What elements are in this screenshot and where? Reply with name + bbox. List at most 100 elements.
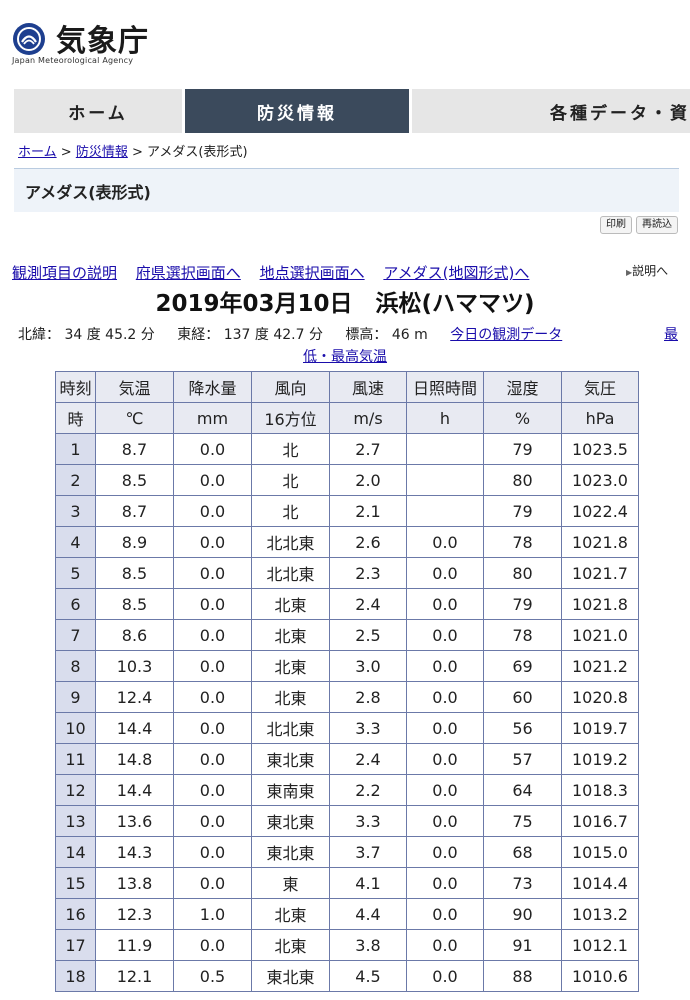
- cell-precip: 0.0: [173, 929, 252, 961]
- cell-temp: 14.4: [95, 774, 174, 806]
- cell-wind-speed: 2.4: [329, 588, 407, 620]
- cell-hour: 8: [55, 650, 96, 682]
- cell-sunshine: [406, 433, 484, 465]
- cell-temp: 8.6: [95, 619, 174, 651]
- table-row: 7 8.6 0.0 北東 2.5 0.0 78 1021.0: [55, 619, 639, 651]
- altitude: 標高： 46 m: [345, 327, 428, 343]
- cell-hour: 13: [55, 805, 96, 837]
- cell-hour: 7: [55, 619, 96, 651]
- cell-wind-speed: 2.3: [329, 557, 407, 589]
- cell-pressure: 1015.0: [561, 836, 639, 868]
- cell-hour: 16: [55, 898, 96, 930]
- unit-precip: mm: [173, 402, 252, 434]
- explain-link[interactable]: ▶説明へ: [626, 262, 668, 279]
- cell-temp: 10.3: [95, 650, 174, 682]
- cell-sunshine: 0.0: [406, 743, 484, 775]
- cell-wind-speed: 2.4: [329, 743, 407, 775]
- cell-precip: 0.0: [173, 526, 252, 558]
- unit-wind-dir: 16方位: [251, 402, 330, 434]
- link-prefecture-select[interactable]: 府県選択画面へ: [135, 264, 241, 282]
- cell-wind-dir: 北北東: [251, 526, 330, 558]
- cell-pressure: 1013.2: [561, 898, 639, 930]
- jma-logo-icon[interactable]: [12, 22, 46, 56]
- cell-sunshine: 0.0: [406, 681, 484, 713]
- table-header-row: 時刻 気温 降水量 風向 風速 日照時間 湿度 気圧: [55, 371, 639, 403]
- nav-tab-bousai[interactable]: 防災情報: [185, 89, 412, 133]
- cell-hour: 4: [55, 526, 96, 558]
- cell-wind-dir: 東: [251, 867, 330, 899]
- cell-wind-speed: 3.7: [329, 836, 407, 868]
- cell-wind-dir: 北東: [251, 681, 330, 713]
- cell-wind-dir: 北東: [251, 588, 330, 620]
- cell-humidity: 68: [483, 836, 562, 868]
- cell-precip: 0.0: [173, 681, 252, 713]
- unit-wind-speed: m/s: [329, 402, 407, 434]
- cell-humidity: 88: [483, 960, 562, 992]
- cell-sunshine: 0.0: [406, 557, 484, 589]
- cell-precip: 0.0: [173, 557, 252, 589]
- cell-sunshine: 0.0: [406, 836, 484, 868]
- cell-sunshine: [406, 464, 484, 496]
- breadcrumb-bousai-link[interactable]: 防災情報: [75, 145, 128, 160]
- cell-precip: 1.0: [173, 898, 252, 930]
- cell-pressure: 1021.7: [561, 557, 639, 589]
- table-row: 1 8.7 0.0 北 2.7 79 1023.5: [55, 433, 639, 465]
- cell-sunshine: 0.0: [406, 929, 484, 961]
- nav-tab-home[interactable]: ホーム: [14, 89, 185, 133]
- station-coordinates: 北緯： 34 度 45.2 分 東経： 137 度 42.7 分 標高： 46 …: [18, 324, 682, 344]
- cell-hour: 11: [55, 743, 96, 775]
- cell-pressure: 1021.8: [561, 526, 639, 558]
- minmax-link-part1[interactable]: 最: [664, 327, 678, 343]
- cell-humidity: 91: [483, 929, 562, 961]
- cell-humidity: 80: [483, 557, 562, 589]
- table-row: 9 12.4 0.0 北東 2.8 0.0 60 1020.8: [55, 681, 639, 713]
- table-row: 18 12.1 0.5 東北東 4.5 0.0 88 1010.6: [55, 960, 639, 992]
- cell-humidity: 73: [483, 867, 562, 899]
- cell-sunshine: 0.0: [406, 774, 484, 806]
- cell-hour: 6: [55, 588, 96, 620]
- cell-temp: 8.5: [95, 588, 174, 620]
- site-header: 気象庁 Japan Meteorological Agency: [12, 10, 312, 70]
- cell-hour: 1: [55, 433, 96, 465]
- agency-name[interactable]: 気象庁: [56, 24, 149, 59]
- cell-wind-dir: 東北東: [251, 960, 330, 992]
- cell-temp: 12.1: [95, 960, 174, 992]
- cell-humidity: 79: [483, 495, 562, 527]
- cell-humidity: 78: [483, 526, 562, 558]
- breadcrumb-home-link[interactable]: ホーム: [18, 145, 57, 160]
- link-observation-items[interactable]: 観測項目の説明: [12, 264, 118, 282]
- today-data-link[interactable]: 今日の観測データ: [450, 327, 563, 343]
- cell-wind-dir: 東北東: [251, 743, 330, 775]
- cell-wind-speed: 2.8: [329, 681, 407, 713]
- cell-wind-speed: 3.8: [329, 929, 407, 961]
- cell-precip: 0.0: [173, 712, 252, 744]
- cell-wind-speed: 2.1: [329, 495, 407, 527]
- cell-sunshine: [406, 495, 484, 527]
- cell-wind-speed: 4.4: [329, 898, 407, 930]
- cell-hour: 18: [55, 960, 96, 992]
- page-tools: 印刷 再読込: [600, 216, 678, 234]
- col-header-hour: 時刻: [55, 371, 96, 403]
- cell-temp: 12.4: [95, 681, 174, 713]
- cell-wind-speed: 2.7: [329, 433, 407, 465]
- minmax-link-part2[interactable]: 低・最高気温: [303, 349, 387, 365]
- link-station-select[interactable]: 地点選択画面へ: [259, 264, 365, 282]
- table-row: 14 14.3 0.0 東北東 3.7 0.0 68 1015.0: [55, 836, 639, 868]
- reload-button[interactable]: 再読込: [636, 216, 678, 234]
- table-row: 4 8.9 0.0 北北東 2.6 0.0 78 1021.8: [55, 526, 639, 558]
- cell-wind-dir: 北東: [251, 929, 330, 961]
- link-amedas-map[interactable]: アメダス(地図形式)へ: [383, 264, 530, 282]
- cell-precip: 0.0: [173, 619, 252, 651]
- cell-wind-speed: 3.0: [329, 650, 407, 682]
- cell-hour: 14: [55, 836, 96, 868]
- cell-sunshine: 0.0: [406, 588, 484, 620]
- nav-tab-data[interactable]: 各種データ・資: [412, 89, 690, 133]
- col-header-pressure: 気圧: [561, 371, 639, 403]
- cell-hour: 3: [55, 495, 96, 527]
- explain-label: 説明へ: [632, 264, 669, 278]
- print-button[interactable]: 印刷: [600, 216, 632, 234]
- cell-temp: 13.8: [95, 867, 174, 899]
- cell-temp: 14.8: [95, 743, 174, 775]
- cell-pressure: 1019.7: [561, 712, 639, 744]
- unit-humidity: %: [483, 402, 562, 434]
